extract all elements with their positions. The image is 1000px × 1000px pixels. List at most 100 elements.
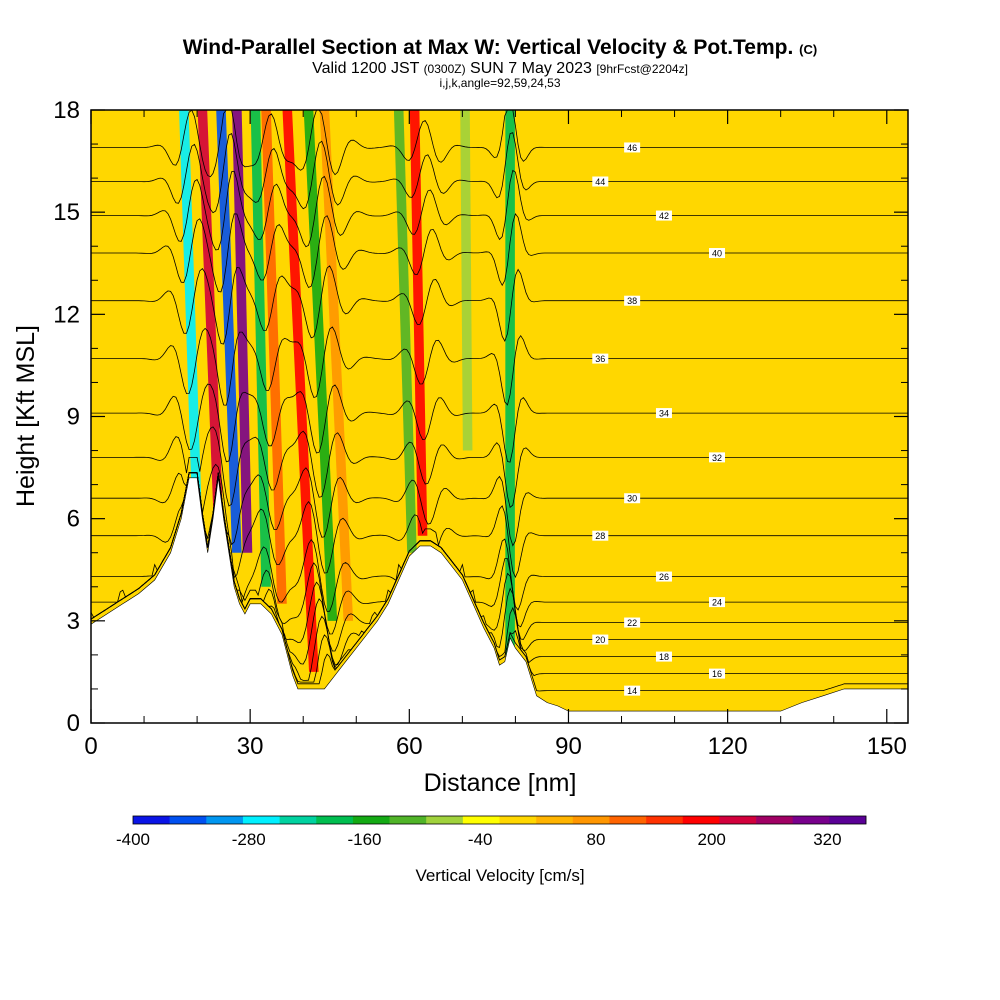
y-tick-label-9: 9	[67, 404, 80, 431]
contour-label-18: 18	[659, 652, 669, 662]
colorbar-swatch-17	[719, 816, 757, 824]
utc-time: (0300Z)	[423, 62, 466, 76]
velocity-band-7	[282, 110, 319, 672]
colorbar-swatch-12	[536, 816, 574, 824]
contour-label-bg	[624, 685, 641, 696]
y-tick-label-12: 12	[53, 301, 80, 328]
theta-contour-32	[91, 426, 908, 509]
contour-label-36: 36	[595, 354, 605, 364]
contour-label-46: 46	[627, 143, 637, 153]
contour-label-bg	[709, 597, 726, 608]
theta-contour-42	[91, 169, 908, 251]
contour-label-bg	[655, 408, 672, 419]
velocity-bands	[179, 110, 515, 672]
velocity-band-8	[303, 110, 338, 621]
colorbar-label: Vertical Velocity [cm/s]	[415, 866, 584, 885]
colorbar-swatch-13	[572, 816, 610, 824]
colorbar-tick--280: -280	[232, 830, 266, 849]
velocity-band-10	[393, 110, 417, 553]
x-axis-label: Distance [nm]	[424, 769, 577, 797]
theta-contour-34	[91, 383, 908, 463]
chart-indices: i,j,k,angle=92,59,24,53	[439, 76, 561, 90]
contour-label-22: 22	[627, 618, 637, 628]
x-tick-label-90: 90	[555, 733, 582, 760]
y-tick-label-0: 0	[67, 710, 80, 737]
colorbar-swatch-11	[499, 816, 537, 824]
y-tick-label-15: 15	[53, 199, 80, 226]
contour-label-14: 14	[627, 686, 637, 696]
colorbar-swatch-20	[829, 816, 867, 824]
colorbar-swatch-16	[682, 816, 720, 824]
x-tick-label-0: 0	[84, 733, 97, 760]
colorbar-tick-80: 80	[586, 830, 605, 849]
copyright-mark: (C)	[799, 42, 818, 57]
contour-label-32: 32	[712, 453, 722, 463]
velocity-band-1	[179, 110, 202, 519]
theta-contour-30	[91, 463, 908, 547]
theta-contour-26	[91, 472, 908, 612]
contour-label-bg	[592, 176, 609, 187]
colorbar-frame	[132, 815, 867, 825]
contour-label-28: 28	[595, 531, 605, 541]
colorbar-tick--40: -40	[468, 830, 493, 849]
theta-contours: 14 16 18 20 22 24 26 28 30 32 34 36 38 40 42 44 46	[91, 110, 908, 696]
colorbar-tick--160: -160	[347, 830, 381, 849]
theta-contour-28	[91, 472, 908, 579]
velocity-band-6	[261, 110, 287, 604]
x-tick-label-60: 60	[396, 733, 423, 760]
colorbar-tick-320: 320	[813, 830, 841, 849]
x-tick-label-150: 150	[867, 733, 907, 760]
contour-label-bg	[655, 571, 672, 582]
contour-label-bg	[709, 452, 726, 463]
colorbar-swatch-1	[133, 816, 170, 824]
theta-contour-40	[91, 213, 908, 293]
contour-label-bg	[624, 142, 641, 153]
contour-label-bg	[624, 493, 641, 504]
contour-label-24: 24	[712, 598, 722, 608]
colorbar-swatch-10	[462, 816, 500, 824]
contour-label-bg	[709, 668, 726, 679]
colorbar: -400 -280 -160 -40 80 200 320	[116, 815, 867, 849]
contour-label-30: 30	[627, 494, 637, 504]
chart-title: Wind-Parallel Section at Max W: Vertical…	[182, 36, 818, 59]
contour-label-42: 42	[659, 211, 669, 221]
plot-area: 14 16 18 20 22 24 26 28 30 32 34 36 38 40 42 44 46	[91, 110, 908, 723]
contour-label-44: 44	[595, 177, 605, 187]
velocity-band-11	[409, 110, 428, 536]
contour-label-40: 40	[712, 249, 722, 259]
contour-label-16: 16	[712, 669, 722, 679]
colorbar-swatch-9	[426, 816, 464, 824]
contour-label-bg	[655, 210, 672, 221]
x-tick-label-120: 120	[708, 733, 748, 760]
colorbar-tick--400: -400	[116, 830, 150, 849]
forecast-tag: [9hrFcst@2204z]	[596, 62, 688, 76]
theta-contour-46	[91, 110, 908, 178]
contour-label-bg	[655, 651, 672, 662]
contour-label-26: 26	[659, 572, 669, 582]
contour-label-20: 20	[595, 635, 605, 645]
contour-label-bg	[592, 634, 609, 645]
y-tick-label-3: 3	[67, 608, 80, 635]
chart-subtitle: Valid 1200 JST (0300Z) SUN 7 May 2023 [9…	[312, 60, 688, 77]
contour-label-38: 38	[627, 296, 637, 306]
velocity-band-4	[232, 110, 253, 553]
theta-contour-36	[91, 326, 908, 406]
colorbar-swatch-6	[316, 816, 354, 824]
colorbar-swatch-2	[169, 816, 207, 824]
contour-label-34: 34	[659, 409, 669, 419]
terrain	[91, 477, 908, 723]
contour-label-bg	[709, 248, 726, 259]
contour-label-bg	[624, 295, 641, 306]
velocity-band-12	[460, 110, 473, 451]
y-tick-label-6: 6	[67, 506, 80, 533]
colorbar-swatch-18	[756, 816, 793, 824]
theta-contour-44	[91, 132, 908, 214]
colorbar-tick-200: 200	[697, 830, 725, 849]
colorbar-swatch-3	[206, 816, 244, 824]
colorbar-swatch-19	[792, 816, 830, 824]
velocity-band-2	[197, 110, 224, 519]
contour-label-bg	[592, 530, 609, 541]
contour-label-bg	[592, 353, 609, 364]
contour-label-bg	[624, 617, 641, 628]
